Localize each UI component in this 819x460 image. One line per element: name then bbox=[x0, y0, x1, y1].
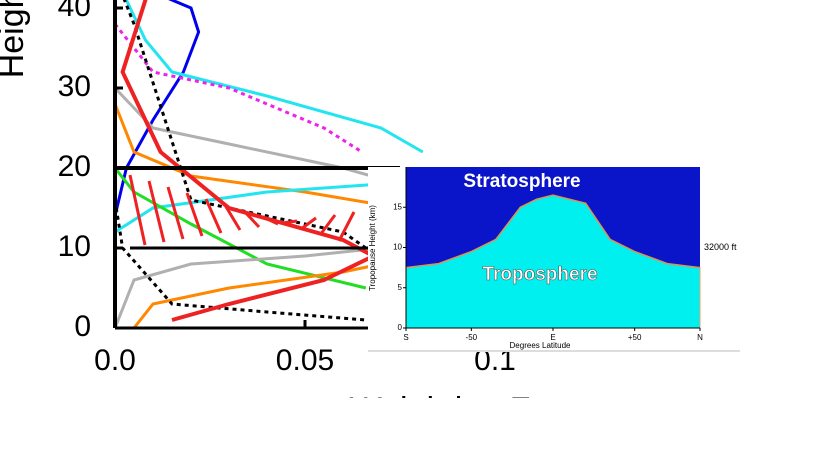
weighting-line bbox=[113, 23, 363, 154]
inset-y-tick-label: 10 bbox=[393, 243, 402, 252]
hatch bbox=[204, 198, 223, 234]
annotation: 32000 ft bbox=[704, 242, 737, 252]
hatch bbox=[318, 214, 337, 236]
inset-y-label: Tropopause Height (km) bbox=[368, 205, 377, 291]
y-tick-label: 10 bbox=[58, 230, 91, 263]
inset-x-tick-label: +50 bbox=[628, 333, 642, 342]
weighting-line bbox=[113, 199, 366, 322]
stratosphere-label: Stratosphere bbox=[463, 171, 580, 192]
x-tick-label: 0.05 bbox=[276, 344, 334, 377]
inset-y-tick-label: 0 bbox=[398, 323, 403, 332]
x-tick-label: 0.0 bbox=[94, 344, 136, 377]
weighting-line bbox=[124, 0, 424, 154]
hatch bbox=[337, 211, 356, 242]
inset-y-tick-label: 5 bbox=[398, 283, 403, 292]
weighting-line bbox=[114, 182, 382, 234]
y-tick-label: 30 bbox=[58, 70, 91, 103]
tropopause-line bbox=[405, 194, 701, 269]
y-tick-label: 40 bbox=[58, 0, 91, 23]
troposphere-label: Troposphere bbox=[482, 264, 597, 285]
hatch bbox=[128, 174, 147, 246]
hatch bbox=[242, 209, 261, 229]
hatch bbox=[262, 215, 279, 226]
weighting-line bbox=[122, 0, 367, 250]
inset-x-tick-label: S bbox=[403, 333, 408, 342]
weighting-line bbox=[132, 262, 382, 329]
hatch bbox=[223, 204, 242, 231]
y-axis-label: Height bbox=[0, 0, 31, 78]
hatch bbox=[166, 186, 185, 240]
hatch bbox=[185, 192, 204, 237]
weighting-line bbox=[113, 246, 382, 329]
hatch bbox=[281, 219, 298, 225]
hatch bbox=[300, 216, 317, 231]
crop-mask bbox=[0, 398, 819, 460]
inset-x-tick-label: -50 bbox=[466, 333, 478, 342]
y-tick-label: 20 bbox=[58, 150, 91, 183]
inset-x-tick-label: E bbox=[550, 333, 555, 342]
y-tick-label: 0 bbox=[74, 310, 91, 343]
inset-x-label: Degrees Latitude bbox=[510, 341, 571, 350]
weighting-line bbox=[113, 167, 367, 290]
hatch bbox=[147, 180, 166, 243]
inset-y-tick-label: 15 bbox=[393, 202, 402, 211]
weighting-line bbox=[120, 0, 378, 322]
inset-x-tick-label: N bbox=[697, 333, 703, 342]
weighting-line bbox=[113, 86, 401, 186]
